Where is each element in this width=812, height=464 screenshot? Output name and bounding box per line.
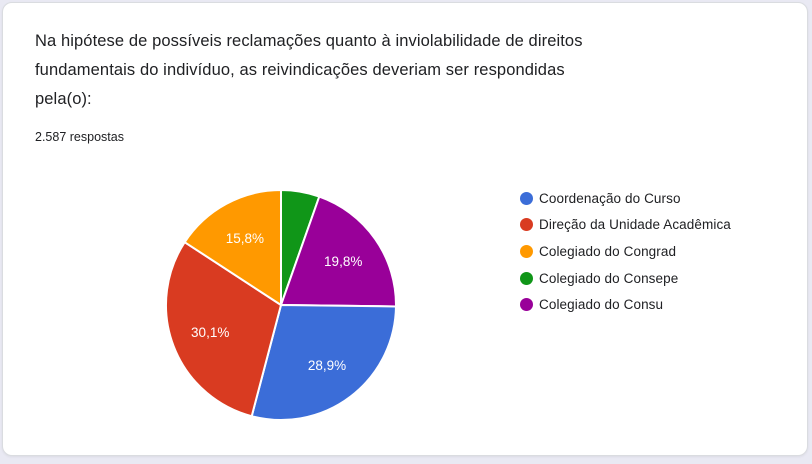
legend-item: Colegiado do Consepe: [520, 265, 731, 292]
legend-item: Colegiado do Congrad: [520, 238, 731, 265]
question-title-line: Na hipótese de possíveis reclamações qua…: [35, 32, 583, 50]
legend-label: Colegiado do Congrad: [539, 243, 677, 259]
legend-item: Coordenação do Curso: [520, 185, 731, 212]
legend-color-dot: [520, 218, 533, 232]
response-count: 2.587 respostas: [35, 130, 124, 144]
legend-color-dot: [520, 298, 533, 312]
pie-slice[interactable]: [280, 195, 397, 308]
pie-slice[interactable]: [250, 304, 397, 421]
legend-label: Direção da Unidade Acadêmica: [539, 217, 731, 233]
legend-label: Coordenação do Curso: [539, 190, 681, 206]
question-title-line: pela(o):: [35, 90, 92, 108]
pie-slice-label: 28,9%: [308, 358, 346, 373]
pie-slice-label: 30,1%: [191, 325, 229, 340]
pie-slice-label: 19,8%: [324, 254, 362, 269]
legend-color-dot: [520, 244, 533, 258]
legend-item: Colegiado do Consu: [520, 291, 731, 318]
legend-label: Colegiado do Consu: [539, 297, 664, 313]
pie-slice-label: 15,8%: [226, 231, 264, 246]
legend-label: Colegiado do Consepe: [539, 270, 679, 286]
legend-item: Direção da Unidade Acadêmica: [520, 212, 731, 239]
question-title-line: fundamentais do indivíduo, as reivindica…: [35, 61, 565, 79]
question-card: Na hipótese de possíveis reclamações qua…: [2, 2, 808, 456]
question-title: Na hipótese de possíveis reclamações qua…: [35, 27, 780, 114]
pie-slice[interactable]: [183, 189, 282, 306]
chart-legend: Coordenação do Curso Direção da Unidade …: [520, 185, 731, 318]
pie-slice[interactable]: [165, 241, 282, 418]
legend-color-dot: [520, 191, 533, 205]
pie-chart: 19,8% 28,9% 30,1% 15,8%: [165, 189, 397, 421]
legend-color-dot: [520, 271, 533, 285]
